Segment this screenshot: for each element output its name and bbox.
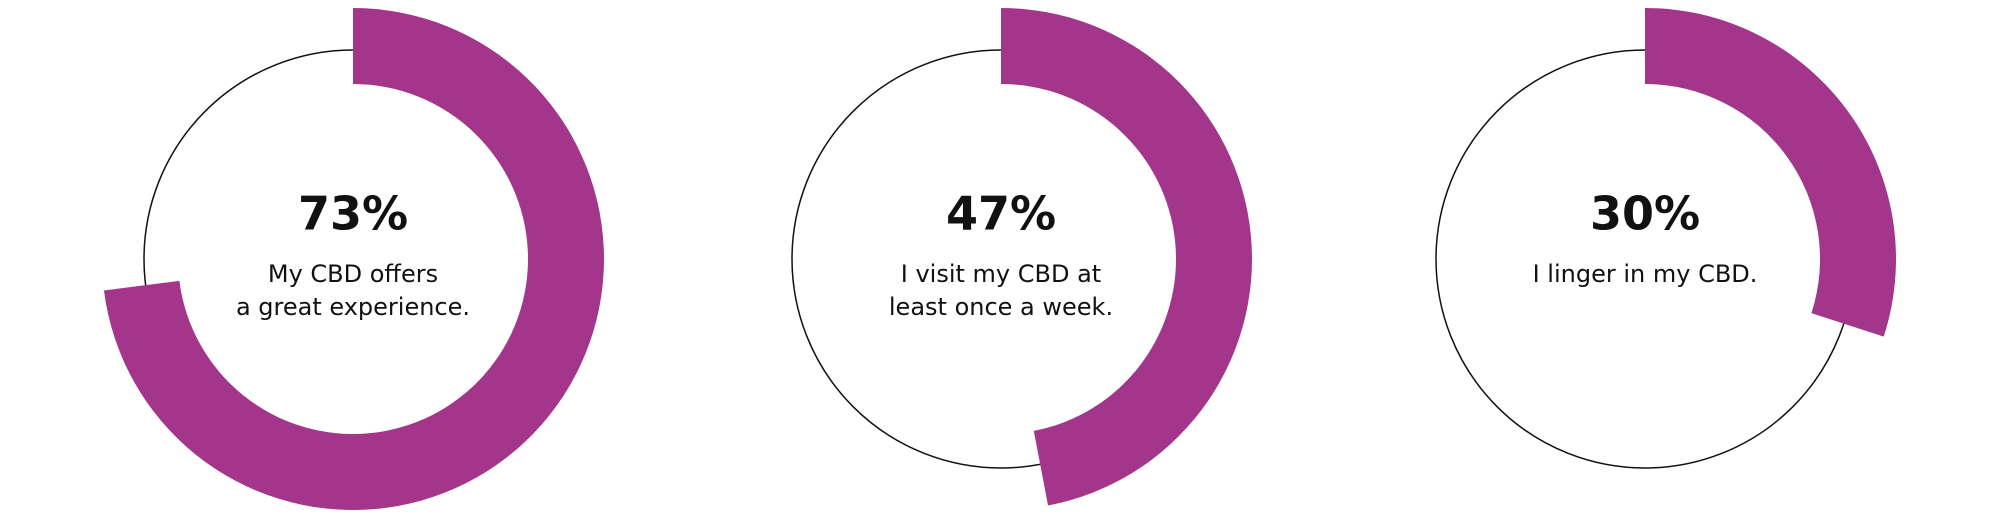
donut-arc — [103, 8, 604, 511]
caption: I visit my CBD at — [901, 260, 1101, 288]
caption: least once a week. — [889, 293, 1113, 321]
caption: a great experience. — [236, 293, 470, 321]
donut-arc — [1645, 8, 1896, 337]
percent-label: 73% — [298, 187, 408, 241]
donut-arc — [1001, 8, 1253, 506]
percent-label: 47% — [946, 187, 1056, 241]
percent-label: 30% — [1590, 187, 1700, 241]
caption: My CBD offers — [268, 260, 438, 288]
caption: I linger in my CBD. — [1533, 260, 1758, 288]
